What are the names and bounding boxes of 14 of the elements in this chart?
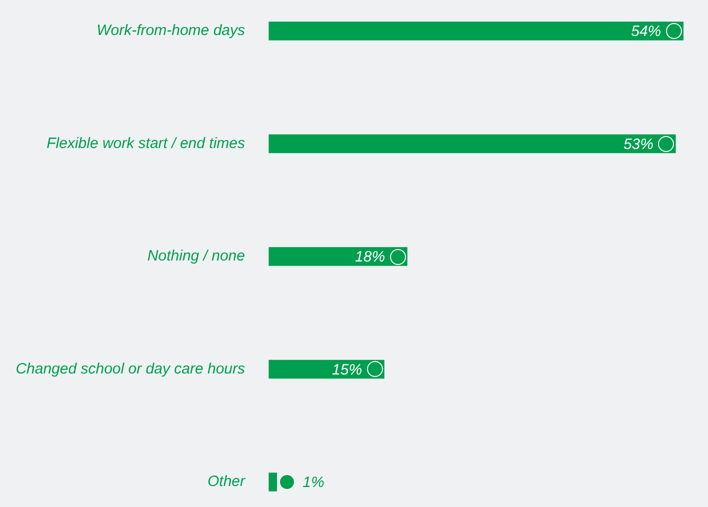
y-tick-label: Flexible work start / end times (46, 134, 246, 152)
y-tick-label: Other (207, 473, 246, 490)
bar (268, 134, 676, 154)
y-tick-label: Changed school or day care hours (16, 360, 246, 378)
bar (268, 247, 408, 266)
y-tick-label: Nothing / none (147, 248, 245, 265)
data-label: 54% (631, 23, 662, 40)
data-label: 18% (355, 248, 386, 266)
y-tick-label: Work-from-home days (96, 22, 246, 40)
bar (268, 472, 277, 492)
data-label: 53% (623, 136, 654, 153)
bar (268, 22, 684, 40)
data-label: 1% (302, 474, 324, 492)
data-label: 15% (332, 361, 362, 378)
